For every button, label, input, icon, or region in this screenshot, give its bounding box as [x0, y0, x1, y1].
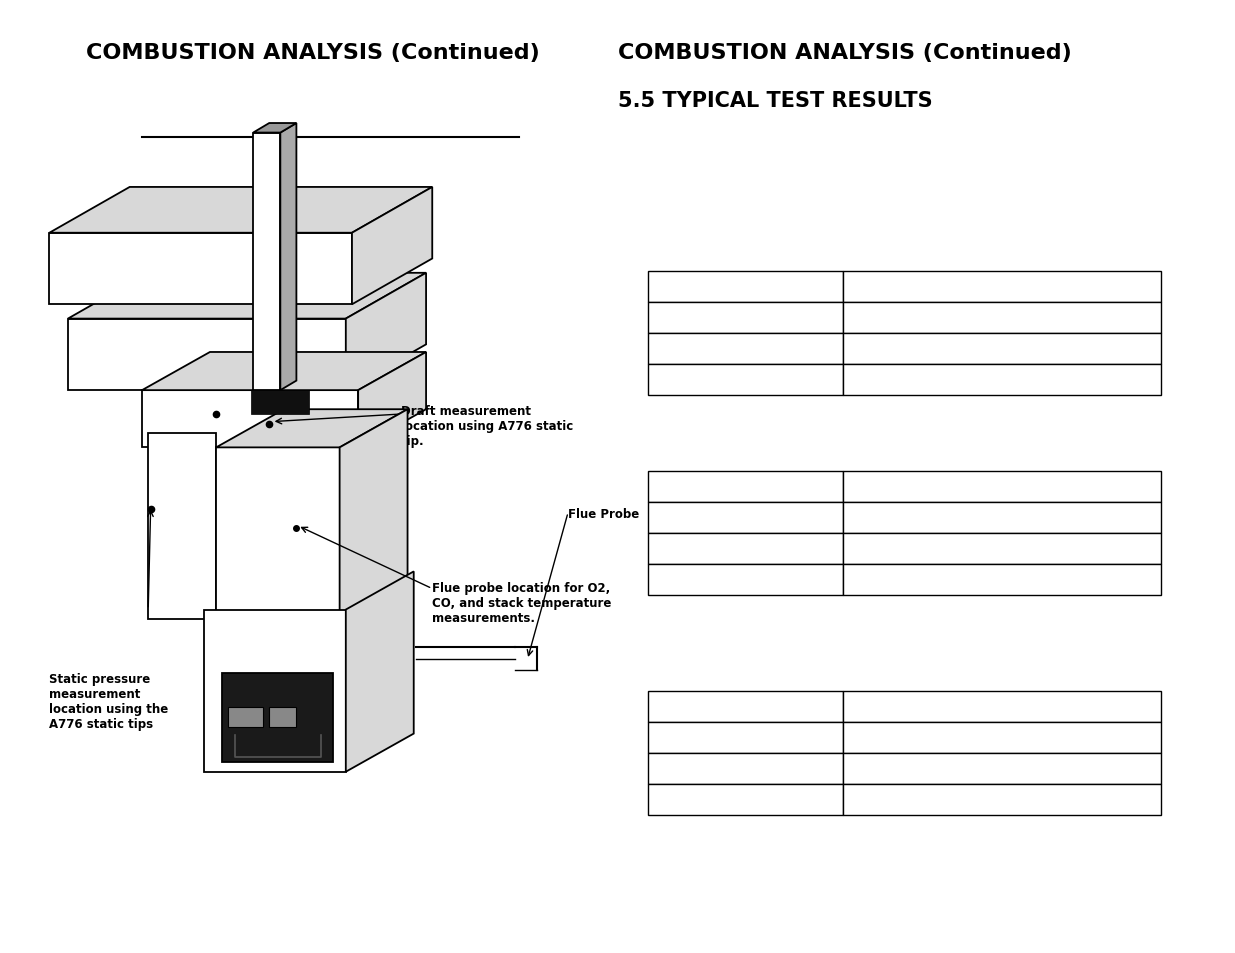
Text: Flue probe location for O2,
CO, and stack temperature
measurements.: Flue probe location for O2, CO, and stac… — [432, 581, 611, 624]
Bar — [844, 334, 1161, 365]
Bar — [148, 434, 216, 619]
Bar — [844, 722, 1161, 753]
Polygon shape — [358, 353, 426, 448]
Text: 5.5 TYPICAL TEST RESULTS: 5.5 TYPICAL TEST RESULTS — [618, 91, 932, 111]
Text: Draft measurement
location using A776 static
tip.: Draft measurement location using A776 st… — [401, 405, 573, 448]
Bar — [49, 233, 352, 305]
Bar — [68, 319, 346, 391]
Bar — [844, 472, 1161, 503]
Polygon shape — [253, 124, 296, 133]
Bar — [648, 365, 844, 395]
Text: COMBUSTION ANALYSIS (Continued): COMBUSTION ANALYSIS (Continued) — [618, 43, 1071, 63]
Bar — [648, 753, 844, 783]
Polygon shape — [49, 188, 432, 233]
Bar — [648, 564, 844, 596]
Bar — [648, 472, 844, 503]
Polygon shape — [280, 124, 296, 391]
Bar — [648, 334, 844, 365]
Bar — [269, 708, 296, 727]
Bar — [844, 534, 1161, 564]
Bar — [251, 391, 309, 415]
Polygon shape — [340, 410, 408, 619]
Bar — [648, 272, 844, 303]
Bar — [648, 534, 844, 564]
Text: Flue Probe: Flue Probe — [568, 507, 640, 520]
Bar — [648, 691, 844, 722]
Bar — [648, 503, 844, 534]
Bar — [648, 303, 844, 334]
Bar — [844, 272, 1161, 303]
Bar — [648, 783, 844, 815]
Bar — [844, 365, 1161, 395]
Bar — [844, 503, 1161, 534]
Bar — [222, 673, 333, 762]
Text: COMBUSTION ANALYSIS (Continued): COMBUSTION ANALYSIS (Continued) — [86, 43, 540, 63]
Bar — [844, 691, 1161, 722]
Bar — [844, 753, 1161, 783]
Bar — [142, 391, 358, 448]
Bar — [844, 564, 1161, 596]
Text: Static pressure
measurement
location using the
A776 static tips: Static pressure measurement location usi… — [49, 672, 169, 730]
Polygon shape — [216, 410, 408, 448]
Polygon shape — [352, 188, 432, 305]
Polygon shape — [346, 274, 426, 391]
Polygon shape — [346, 572, 414, 772]
Bar — [216, 448, 340, 619]
Bar — [648, 722, 844, 753]
Bar — [844, 303, 1161, 334]
Bar — [253, 133, 280, 391]
Polygon shape — [68, 274, 426, 319]
Polygon shape — [142, 353, 426, 391]
Bar — [844, 783, 1161, 815]
Bar — [228, 708, 263, 727]
Bar — [204, 610, 346, 772]
